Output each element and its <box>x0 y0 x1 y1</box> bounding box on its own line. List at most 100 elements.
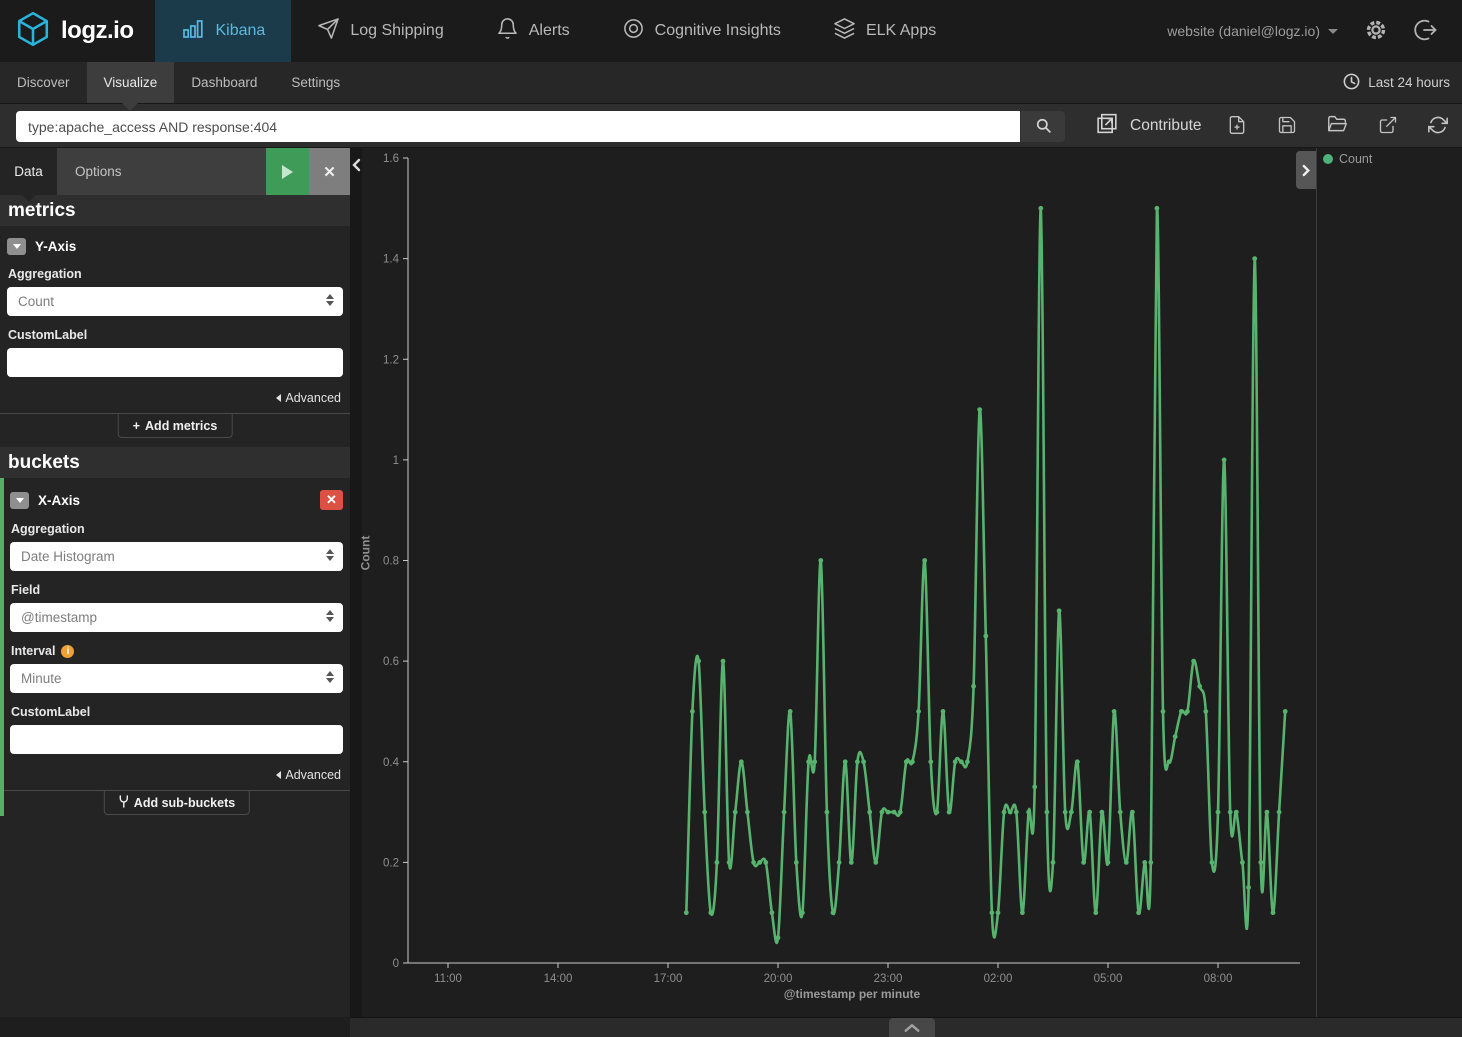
active-tab-notch <box>122 103 138 111</box>
svg-text:05:00: 05:00 <box>1094 973 1123 985</box>
field-label: Field <box>11 583 342 597</box>
advanced-label: Advanced <box>285 768 341 782</box>
spy-panel-toggle-button[interactable] <box>889 1018 935 1037</box>
nav-item-elk-apps[interactable]: ELK Apps <box>807 0 962 62</box>
nav-item-cognitive-insights[interactable]: Cognitive Insights <box>596 0 807 62</box>
nav-label: ELK Apps <box>866 22 936 40</box>
contribute-button[interactable]: Contribute <box>1095 104 1202 148</box>
sign-out-button[interactable] <box>1414 18 1438 45</box>
search-icon <box>1034 116 1053 138</box>
active-tab-notch <box>22 195 36 202</box>
add-sub-buckets-button[interactable]: Add sub-buckets <box>104 790 250 815</box>
bucket-interval-select[interactable]: Minute <box>10 664 343 693</box>
custom-label-label: CustomLabel <box>11 705 342 719</box>
svg-text:14:00: 14:00 <box>544 973 573 985</box>
add-metrics-label: Add metrics <box>145 419 217 433</box>
play-icon <box>282 165 293 179</box>
tab-options[interactable]: Options <box>57 148 266 195</box>
metric-custom-label-input[interactable] <box>7 348 343 377</box>
collapse-y-axis-button[interactable] <box>7 238 26 255</box>
spy-panel-bar <box>350 1017 1462 1037</box>
tab-label: Options <box>75 164 122 179</box>
tab-visualize[interactable]: Visualize <box>87 62 175 103</box>
info-icon[interactable]: i <box>61 645 74 658</box>
metrics-advanced-toggle[interactable]: Advanced <box>7 391 341 405</box>
legend-item-count[interactable]: Count <box>1317 148 1462 166</box>
tab-data[interactable]: Data <box>0 148 57 195</box>
visualization-chart: 00.20.40.60.811.21.41.611:0014:0017:0020… <box>362 148 1316 1017</box>
nav-item-alerts[interactable]: Alerts <box>470 0 596 62</box>
caret-down-icon <box>16 498 24 503</box>
chevron-right-icon <box>1302 164 1311 177</box>
sidebar-tabbar: Data Options ✕ <box>0 148 350 195</box>
layers-icon <box>833 17 856 45</box>
select-arrows-icon <box>326 294 334 306</box>
tab-settings[interactable]: Settings <box>274 62 357 103</box>
discard-changes-button[interactable]: ✕ <box>309 148 350 195</box>
vis-editor-sidebar: Data Options ✕ metrics Y-Axis Aggregatio… <box>0 148 350 1017</box>
svg-text:1.4: 1.4 <box>383 254 400 266</box>
share-icon <box>1378 115 1398 138</box>
refresh-icon <box>1428 115 1448 138</box>
settings-button[interactable] <box>1364 18 1388 45</box>
logzio-logo[interactable]: logz.io <box>0 0 155 62</box>
kibana-nav: Discover Visualize Dashboard Settings La… <box>0 62 1462 104</box>
select-arrows-icon <box>326 610 334 622</box>
clock-icon <box>1342 72 1361 94</box>
add-sub-buckets-label: Add sub-buckets <box>134 796 235 810</box>
apply-changes-button[interactable] <box>266 148 309 195</box>
app-nav: Kibana Log Shipping Alerts <box>155 0 962 62</box>
tab-dashboard[interactable]: Dashboard <box>174 62 274 103</box>
nav-item-kibana[interactable]: Kibana <box>155 0 291 62</box>
nav-item-log-shipping[interactable]: Log Shipping <box>291 0 469 62</box>
collapse-x-axis-button[interactable] <box>10 492 29 509</box>
sidebar-collapse-strip[interactable] <box>350 148 362 1037</box>
open-button[interactable] <box>1327 114 1348 138</box>
triangle-left-icon <box>276 394 281 402</box>
legend-dot <box>1323 154 1333 164</box>
interval-label: Interval i <box>11 644 342 658</box>
remove-x-axis-button[interactable]: ✕ <box>320 490 343 510</box>
account-menu[interactable]: website (daniel@logz.io) <box>1167 23 1338 39</box>
sign-out-icon <box>1414 18 1438 45</box>
logo-text: logz.io <box>61 17 133 45</box>
new-visualization-button[interactable] <box>1227 115 1247 138</box>
svg-text:@timestamp per minute: @timestamp per minute <box>784 987 921 1001</box>
tab-label: Settings <box>291 75 340 90</box>
svg-text:0.8: 0.8 <box>383 556 399 568</box>
bucket-custom-label-input[interactable] <box>10 725 343 754</box>
svg-text:20:00: 20:00 <box>764 973 793 985</box>
bucket-group-title: X-Axis <box>38 493 80 508</box>
nav-label: Log Shipping <box>350 22 443 40</box>
share-button[interactable] <box>1378 115 1398 138</box>
add-metrics-button[interactable]: + Add metrics <box>118 413 233 438</box>
nav-label: Alerts <box>529 22 570 40</box>
bell-icon <box>496 17 519 45</box>
svg-text:0.4: 0.4 <box>383 757 400 769</box>
top-nav: logz.io Kibana Log Shipping <box>0 0 1462 62</box>
legend-toggle-button[interactable] <box>1296 151 1316 189</box>
legend-label: Count <box>1339 152 1372 166</box>
bar-chart-icon <box>181 17 205 46</box>
time-picker[interactable]: Last 24 hours <box>1342 62 1462 103</box>
account-label: website (daniel@logz.io) <box>1167 23 1320 39</box>
svg-text:17:00: 17:00 <box>654 973 683 985</box>
bucket-field-select[interactable]: @timestamp <box>10 603 343 632</box>
query-input[interactable] <box>16 111 1020 142</box>
aggregation-label: Aggregation <box>11 522 342 536</box>
tab-discover[interactable]: Discover <box>0 62 87 103</box>
add-sub-buckets-row: Add sub-buckets <box>4 790 350 816</box>
buckets-advanced-toggle[interactable]: Advanced <box>10 768 341 782</box>
refresh-button[interactable] <box>1428 115 1448 138</box>
search-button[interactable] <box>1021 111 1065 142</box>
contribute-icon <box>1095 111 1120 141</box>
caret-down-icon <box>1328 29 1338 34</box>
line-chart[interactable]: 00.20.40.60.811.21.41.611:0014:0017:0020… <box>362 148 1316 1017</box>
x-axis-bucket-group: X-Axis ✕ Aggregation Date Histogram Fiel… <box>0 478 350 816</box>
svg-text:0.6: 0.6 <box>383 656 399 668</box>
svg-text:0: 0 <box>393 958 399 970</box>
metric-aggregation-select[interactable]: Count <box>7 287 343 316</box>
fork-icon <box>119 795 129 811</box>
save-button[interactable] <box>1277 115 1297 138</box>
bucket-aggregation-select[interactable]: Date Histogram <box>10 542 343 571</box>
